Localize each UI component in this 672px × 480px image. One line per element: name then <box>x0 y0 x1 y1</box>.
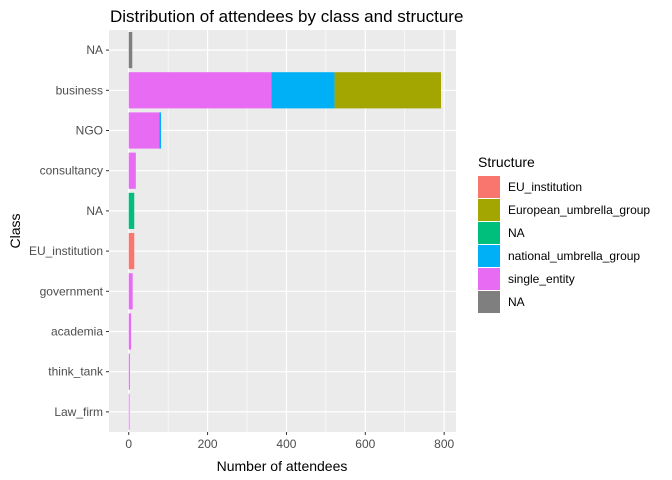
y-tick-label: consultancy <box>40 164 103 178</box>
legend-key-european-umbrella-group <box>478 199 500 221</box>
legend-label: EU_institution <box>508 180 582 194</box>
y-tick-label: academia <box>51 325 103 339</box>
bar-na <box>128 32 133 69</box>
bar-european-umbrella-group <box>334 72 442 109</box>
y-tick-label: NA <box>86 204 103 218</box>
legend-key-na <box>478 222 500 244</box>
chart-title: Distribution of attendees by class and s… <box>110 7 463 26</box>
bars <box>128 32 442 430</box>
legend-label: national_umbrella_group <box>508 249 640 263</box>
bar-single-entity <box>128 72 272 109</box>
bar-single-entity <box>128 273 133 310</box>
x-tick-label: 400 <box>276 437 296 451</box>
legend-label: NA <box>508 295 525 309</box>
y-tick-label: Law_firm <box>54 405 103 419</box>
bar-single-entity <box>128 353 130 390</box>
legend-label: NA <box>508 226 525 240</box>
y-axis-ticks: NA business NGO consultancy NA EU_institution… <box>29 43 109 419</box>
bar-single-entity <box>128 313 132 350</box>
legend-key-national-umbrella-group <box>478 245 500 267</box>
legend-key-eu-institution <box>478 176 500 198</box>
x-axis-ticks: 0 200 400 600 800 <box>125 432 455 451</box>
x-tick-label: 800 <box>434 437 454 451</box>
bar-national-umbrella-group <box>271 72 335 109</box>
y-tick-label: NA <box>86 43 103 57</box>
x-axis-title: Number of attendees <box>217 458 348 474</box>
bar-na <box>128 192 135 229</box>
legend-label: European_umbrella_group <box>508 203 650 217</box>
legend-label: single_entity <box>508 272 575 286</box>
x-tick-label: 200 <box>198 437 218 451</box>
y-tick-label: business <box>56 83 103 97</box>
legend-title: Structure <box>478 154 535 170</box>
x-tick-label: 600 <box>355 437 375 451</box>
y-tick-label: EU_institution <box>29 244 103 258</box>
y-axis-title: Class <box>7 213 23 248</box>
legend-key-na <box>478 291 500 313</box>
bar-single-entity <box>128 152 136 189</box>
y-tick-label: NGO <box>76 124 103 138</box>
bar-eu-institution <box>128 233 135 270</box>
x-tick-label: 0 <box>125 437 132 451</box>
bar-national-umbrella-group <box>159 112 162 149</box>
legend: Structure EU_institution European_umbrell… <box>478 154 650 313</box>
bar-single-entity <box>128 112 160 149</box>
y-tick-label: think_tank <box>48 365 104 379</box>
y-tick-label: government <box>40 284 104 298</box>
bar-single-entity <box>128 393 130 430</box>
legend-key-single-entity <box>478 268 500 290</box>
